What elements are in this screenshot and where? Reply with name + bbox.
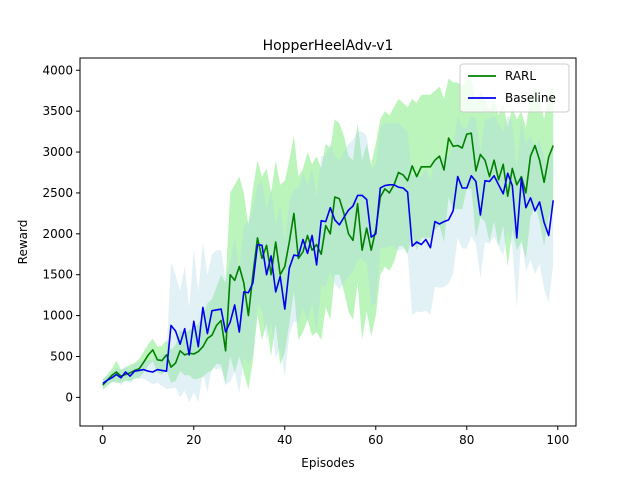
x-tick-label: 40	[277, 433, 292, 447]
x-tick-label: 100	[546, 433, 569, 447]
x-axis-label: Episodes	[301, 456, 354, 470]
legend-label-rarl: RARL	[505, 69, 536, 83]
y-tick-label: 3000	[42, 145, 73, 159]
legend-label-baseline: Baseline	[505, 91, 556, 105]
y-tick-label: 1500	[42, 268, 73, 282]
y-tick-label: 500	[50, 349, 73, 363]
series-line-baseline	[102, 172, 554, 385]
y-tick-label: 1000	[42, 309, 73, 323]
plot-frame	[79, 57, 577, 427]
x-tick-label: 20	[186, 433, 201, 447]
x-axis: 0 20 40 60 80 100	[99, 426, 569, 447]
y-tick-label: 4000	[42, 63, 73, 77]
y-axis-label: Reward	[16, 220, 30, 265]
plot-area	[102, 78, 554, 403]
y-tick-label: 2500	[42, 186, 73, 200]
confidence-band-baseline	[102, 115, 554, 403]
x-tick-label: 60	[368, 433, 383, 447]
chart-title: HopperHeelAdv-v1	[263, 38, 394, 54]
y-tick-label: 0	[65, 390, 73, 404]
y-tick-label: 3500	[42, 104, 73, 118]
series-line-rarl	[102, 132, 554, 386]
legend: RARL Baseline	[459, 63, 570, 113]
confidence-band-rarl	[102, 78, 554, 391]
y-tick-label: 2000	[42, 227, 73, 241]
x-tick-label: 0	[99, 433, 107, 447]
x-tick-label: 80	[459, 433, 474, 447]
y-axis: 0 500 1000 1500 2000 2500 3000 3500 4000	[42, 63, 80, 404]
